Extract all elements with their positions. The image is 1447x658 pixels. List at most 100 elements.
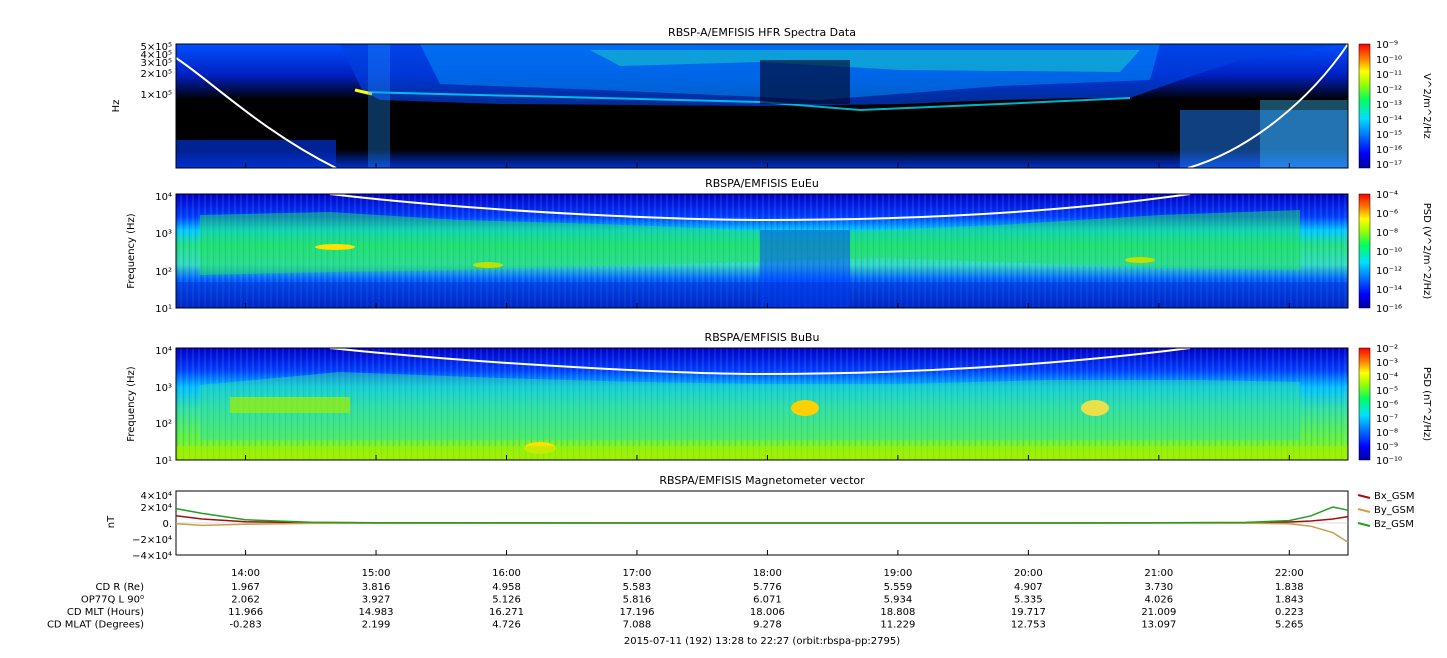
bubu-cbar-tick: 10⁻² <box>1376 344 1398 355</box>
hfr-cbar-tick: 10⁻¹⁴ <box>1376 115 1402 126</box>
hfr-cbar-tick: 10⁻¹¹ <box>1376 70 1402 81</box>
eueu-cbar-tick: 10⁻¹⁶ <box>1376 304 1402 315</box>
ephemeris-value: 3.730 <box>1145 582 1174 593</box>
ephemeris-value: 12.753 <box>1011 620 1046 631</box>
eueu-cbar-tick: 10⁻¹⁰ <box>1376 247 1402 258</box>
ephemeris-value: 16.271 <box>489 607 524 618</box>
mag-series-bz-gsm <box>175 506 1349 524</box>
bubu-cbar-tick: 10⁻¹⁰ <box>1376 456 1402 467</box>
bubu-cbar-tick: 10⁻⁹ <box>1376 442 1398 453</box>
bubu-y-tick: 10³ <box>155 383 172 394</box>
hfr-cbar-tick: 10⁻¹⁰ <box>1376 55 1402 66</box>
eueu-y-tick: 10⁴ <box>155 192 172 203</box>
ephemeris-value: 5.126 <box>492 595 521 606</box>
legend-swatch <box>1357 522 1371 527</box>
bubu-y-label: Frequency (Hz) <box>126 366 137 442</box>
hfr-spectrogram <box>175 43 1349 169</box>
ephemeris-value: -0.283 <box>229 620 261 631</box>
ephemeris-row-label: CD MLT (Hours) <box>67 607 144 618</box>
eueu-spectrogram <box>175 193 1349 309</box>
ephemeris-value: 4.726 <box>492 620 521 631</box>
time-tick-label: 14:00 <box>231 568 260 579</box>
ephemeris-value: 4.026 <box>1145 595 1174 606</box>
time-tick-label: 19:00 <box>883 568 912 579</box>
ephemeris-value: 5.934 <box>884 595 913 606</box>
mag-y-tick: −4×10⁴ <box>132 551 172 562</box>
time-tick-label: 17:00 <box>623 568 652 579</box>
legend-label: Bz_GSM <box>1374 519 1414 530</box>
eueu-y-label: Frequency (Hz) <box>126 213 137 289</box>
eueu-cbar-tick: 10⁻⁴ <box>1376 190 1398 201</box>
ephemeris-value: 2.062 <box>231 595 260 606</box>
ephemeris-value: 5.816 <box>623 595 652 606</box>
ephemeris-value: 5.559 <box>884 582 913 593</box>
eueu-y-tick: 10³ <box>155 229 172 240</box>
hfr-cbar-tick: 10⁻¹⁷ <box>1376 160 1402 171</box>
eueu-cbar-tick: 10⁻⁶ <box>1376 209 1398 220</box>
ephemeris-value: 19.717 <box>1011 607 1046 618</box>
ephemeris-value: 7.088 <box>623 620 652 631</box>
eueu-y-axis: 10⁴ 10³ 10² 10¹ Frequency (Hz) <box>126 192 172 315</box>
hfr-cbar-tick: 10⁻¹⁵ <box>1376 130 1402 141</box>
eueu-title: RBSPA/EMFISIS EuEu <box>705 177 819 190</box>
mag-y-axis: 4×10⁴ 2×10⁴ 0. −2×10⁴ −4×10⁴ nT <box>106 491 172 562</box>
ephemeris-value: 3.816 <box>362 582 391 593</box>
mag-y-label: nT <box>106 515 117 528</box>
bubu-cbar-tick: 10⁻³ <box>1376 358 1398 369</box>
ephemeris-value: 3.927 <box>362 595 391 606</box>
ephemeris-value: 5.776 <box>753 582 782 593</box>
legend-label: By_GSM <box>1374 505 1415 516</box>
ephemeris-value: 1.838 <box>1275 582 1304 593</box>
mag-title: RBSPA/EMFISIS Magnetometer vector <box>659 474 865 487</box>
hfr-cbar-tick: 10⁻⁹ <box>1376 40 1398 51</box>
bubu-cbar-tick: 10⁻⁷ <box>1376 414 1398 425</box>
eueu-cbar-tick: 10⁻¹² <box>1376 266 1402 277</box>
ephemeris-value: 5.583 <box>623 582 652 593</box>
ephemeris-value: 17.196 <box>619 607 654 618</box>
bubu-y-tick: 10⁴ <box>155 346 172 357</box>
ephemeris-value: 11.966 <box>228 607 263 618</box>
ephemeris-value: 6.071 <box>753 595 782 606</box>
ephemeris-row-label: OP77Q L 90⁰ <box>81 595 144 606</box>
ephemeris-value: 21.009 <box>1141 607 1176 618</box>
time-tick-label: 15:00 <box>362 568 391 579</box>
ephemeris-table: CD R (Re) 1.967 3.816 4.958 5.583 5.776 5.559 4… <box>47 582 1304 631</box>
hfr-cbar-label: V^2/m^2/Hz <box>1421 73 1432 139</box>
mag-series-lines <box>175 506 1349 543</box>
bubu-cbar-tick: 10⁻⁵ <box>1376 386 1398 397</box>
hfr-y-axis: 5×10⁵ 4×10⁵ 3×10⁵ 2×10⁵ 1×10⁵ Hz <box>111 42 172 112</box>
ephemeris-row-label: CD R (Re) <box>96 582 145 593</box>
ephemeris-row-label: CD MLAT (Degrees) <box>47 620 144 631</box>
ephemeris-value: 4.958 <box>492 582 521 593</box>
footer-time-range: 2015-07-11 (192) 13:28 to 22:27 (orbit:r… <box>624 636 900 647</box>
hfr-y-tick: 3×10⁵ <box>141 58 172 69</box>
hfr-cbar-tick: 10⁻¹³ <box>1376 100 1402 111</box>
ephemeris-value: 4.907 <box>1014 582 1043 593</box>
legend-swatch <box>1357 508 1371 513</box>
eueu-panel: RBSPA/EMFISIS EuEu 10⁴ 10³ 10² 10¹ Frequ… <box>126 177 1432 315</box>
time-tick-label: 22:00 <box>1275 568 1304 579</box>
bubu-cbar-tick: 10⁻⁶ <box>1376 400 1398 411</box>
mag-panel: RBSPA/EMFISIS Magnetometer vector 4×10⁴ … <box>106 474 1415 562</box>
bubu-title: RBSPA/EMFISIS BuBu <box>705 331 820 344</box>
bubu-panel: RBSPA/EMFISIS BuBu 10⁴ 10³ 10² 10¹ Frequ… <box>126 331 1432 467</box>
hfr-y-tick: 1×10⁵ <box>141 90 172 101</box>
eueu-cbar-tick: 10⁻¹⁴ <box>1376 285 1402 296</box>
ephemeris-value: 1.967 <box>231 582 260 593</box>
time-axis: 14:00 15:00 16:00 17:00 18:00 19:00 20:00 21:00… <box>231 163 1304 579</box>
hfr-title: RBSP-A/EMFISIS HFR Spectra Data <box>668 26 856 39</box>
ephemeris-value: 5.335 <box>1014 595 1043 606</box>
hfr-panel: RBSP-A/EMFISIS HFR Spectra Data 5×10⁵ 4×… <box>111 26 1432 171</box>
hfr-y-label: Hz <box>111 100 122 113</box>
eueu-cbar-label: PSD (V^2/m^2/Hz) <box>1421 203 1432 300</box>
hfr-cbar-tick: 10⁻¹² <box>1376 85 1402 96</box>
ephemeris-value: 9.278 <box>753 620 782 631</box>
bubu-cbar-tick: 10⁻⁸ <box>1376 428 1398 439</box>
ephemeris-value: 0.223 <box>1275 607 1304 618</box>
hfr-y-tick: 5×10⁵ <box>141 42 172 53</box>
bubu-y-tick: 10² <box>155 419 172 430</box>
eueu-y-tick: 10¹ <box>155 304 172 315</box>
ephemeris-value: 18.808 <box>880 607 915 618</box>
hfr-y-tick: 4×10⁵ <box>141 50 172 61</box>
